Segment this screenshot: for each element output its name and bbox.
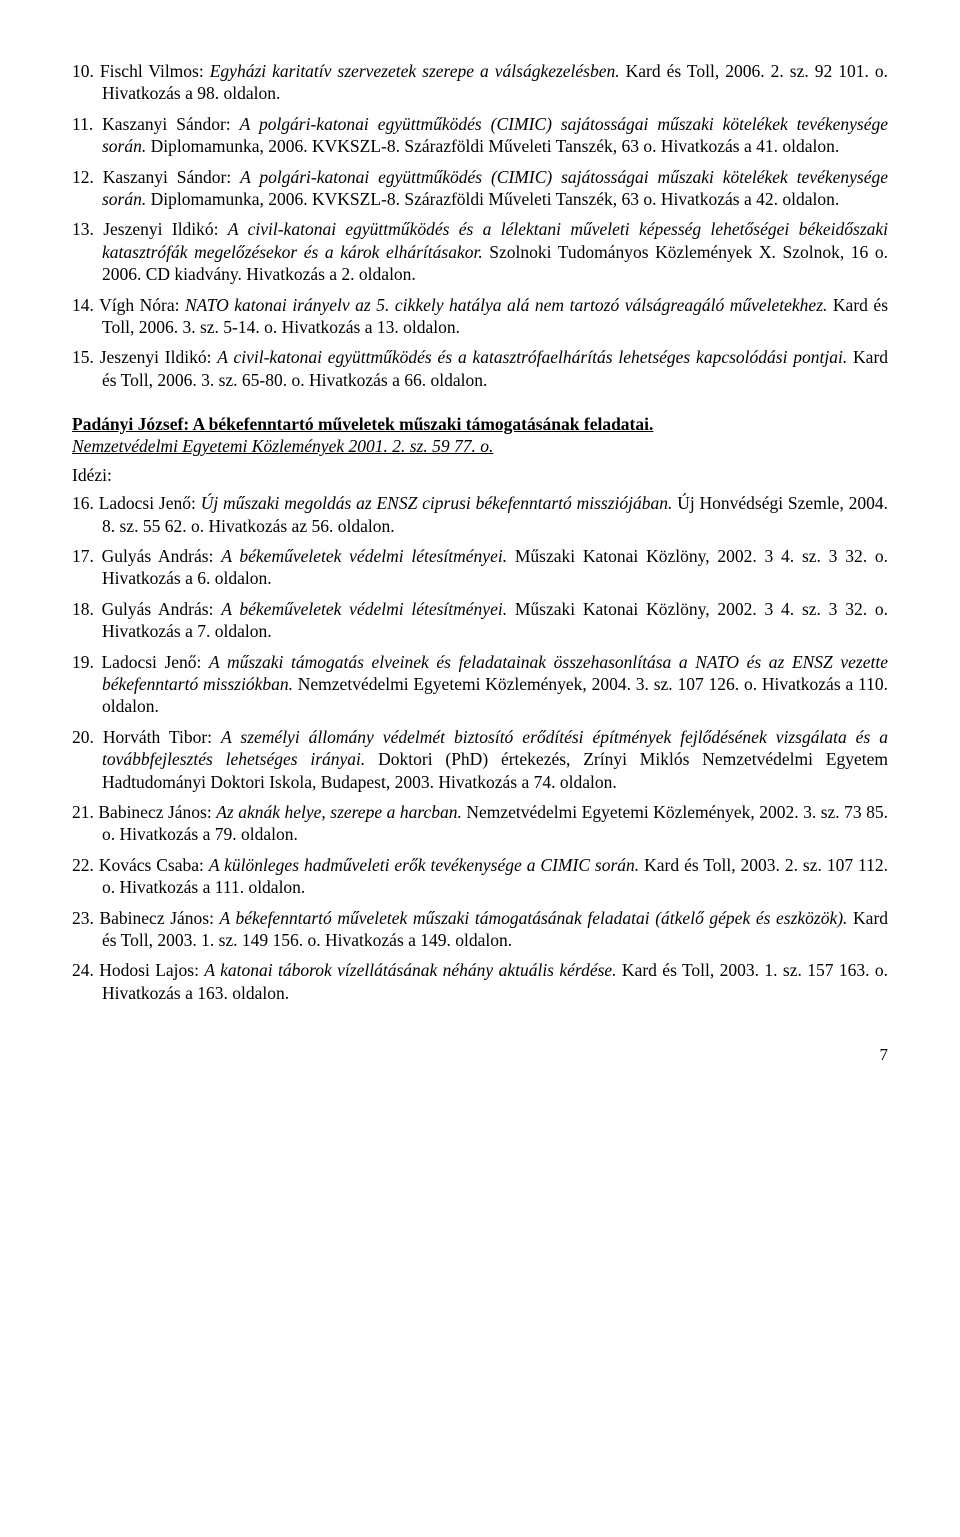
citation-list-top: 10. Fischl Vilmos: Egyházi karitatív sze… xyxy=(72,60,888,391)
entry-title: Az aknák helye, szerepe a harcban. xyxy=(216,802,462,822)
citation-entry: 10. Fischl Vilmos: Egyházi karitatív sze… xyxy=(72,60,888,105)
entry-text: Gulyás András: xyxy=(102,546,222,566)
entry-title: A civil-katonai együttműködés és a katas… xyxy=(217,347,847,367)
entry-number: 21. xyxy=(72,802,98,822)
entry-text: Horváth Tibor: xyxy=(103,727,221,747)
entry-text: Diplomamunka, 2006. KVKSZL-8. Szárazföld… xyxy=(146,136,839,156)
entry-text: Hodosi Lajos: xyxy=(99,960,204,980)
entry-title: A békeműveletek védelmi létesítményei. xyxy=(221,546,507,566)
entry-number: 11. xyxy=(72,114,102,134)
entry-title: A békeműveletek védelmi létesítményei. xyxy=(221,599,507,619)
citation-entry: 24. Hodosi Lajos: A katonai táborok víze… xyxy=(72,959,888,1004)
citation-entry: 12. Kaszanyi Sándor: A polgári-katonai e… xyxy=(72,166,888,211)
citation-entry: 15. Jeszenyi Ildikó: A civil-katonai egy… xyxy=(72,346,888,391)
section-subtitle: Nemzetvédelmi Egyetemi Közlemények 2001.… xyxy=(72,435,888,457)
section-title-text: A békefenntartó műveletek műszaki támoga… xyxy=(193,414,654,434)
entry-number: 22. xyxy=(72,855,99,875)
citation-entry: 18. Gulyás András: A békeműveletek védel… xyxy=(72,598,888,643)
entry-text: Kaszanyi Sándor: xyxy=(102,114,239,134)
entry-number: 23. xyxy=(72,908,99,928)
citation-entry: 14. Vígh Nóra: NATO katonai irányelv az … xyxy=(72,294,888,339)
entry-text: Diplomamunka, 2006. KVKSZL-8. Szárazföld… xyxy=(146,189,839,209)
entry-number: 13. xyxy=(72,219,103,239)
page-number: 7 xyxy=(72,1044,888,1066)
entry-title: Új műszaki megoldás az ENSZ ciprusi béke… xyxy=(201,493,673,513)
citation-entry: 23. Babinecz János: A békefenntartó műve… xyxy=(72,907,888,952)
entry-text: Ladocsi Jenő: xyxy=(101,652,209,672)
entry-number: 16. xyxy=(72,493,99,513)
entry-text: Ladocsi Jenő: xyxy=(99,493,201,513)
entry-text: Jeszenyi Ildikó: xyxy=(103,219,228,239)
entry-number: 12. xyxy=(72,167,103,187)
entry-number: 10. xyxy=(72,61,100,81)
entry-text: Fischl Vilmos: xyxy=(100,61,210,81)
entry-number: 24. xyxy=(72,960,99,980)
idezi-label: Idézi: xyxy=(72,464,888,486)
citation-list-bottom: 16. Ladocsi Jenő: Új műszaki megoldás az… xyxy=(72,492,888,1004)
entry-title: Egyházi karitatív szervezetek szerepe a … xyxy=(210,61,620,81)
citation-entry: 20. Horváth Tibor: A személyi állomány v… xyxy=(72,726,888,793)
entry-title: A katonai táborok vízellátásának néhány … xyxy=(204,960,616,980)
citation-entry: 16. Ladocsi Jenő: Új műszaki megoldás az… xyxy=(72,492,888,537)
entry-title: A békefenntartó műveletek műszaki támoga… xyxy=(220,908,848,928)
entry-text: Gulyás András: xyxy=(102,599,222,619)
entry-number: 19. xyxy=(72,652,101,672)
entry-number: 18. xyxy=(72,599,102,619)
entry-text: Babinecz János: xyxy=(99,908,219,928)
citation-entry: 13. Jeszenyi Ildikó: A civil-katonai egy… xyxy=(72,218,888,285)
citation-entry: 22. Kovács Csaba: A különleges hadművele… xyxy=(72,854,888,899)
entry-text: Jeszenyi Ildikó: xyxy=(100,347,218,367)
citation-entry: 21. Babinecz János: Az aknák helye, szer… xyxy=(72,801,888,846)
citation-entry: 11. Kaszanyi Sándor: A polgári-katonai e… xyxy=(72,113,888,158)
entry-number: 15. xyxy=(72,347,100,367)
citation-entry: 19. Ladocsi Jenő: A műszaki támogatás el… xyxy=(72,651,888,718)
entry-text: Kaszanyi Sándor: xyxy=(103,167,240,187)
entry-number: 14. xyxy=(72,295,99,315)
section-heading: Padányi József: A békefenntartó művelete… xyxy=(72,413,888,435)
entry-text: Vígh Nóra: xyxy=(99,295,185,315)
section-author: Padányi József: xyxy=(72,414,193,434)
entry-text: Kovács Csaba: xyxy=(99,855,209,875)
citation-entry: 17. Gulyás András: A békeműveletek védel… xyxy=(72,545,888,590)
entry-title: A különleges hadműveleti erők tevékenysé… xyxy=(209,855,639,875)
entry-number: 17. xyxy=(72,546,102,566)
entry-number: 20. xyxy=(72,727,103,747)
entry-text: Babinecz János: xyxy=(98,802,216,822)
entry-title: NATO katonai irányelv az 5. cikkely hatá… xyxy=(185,295,827,315)
